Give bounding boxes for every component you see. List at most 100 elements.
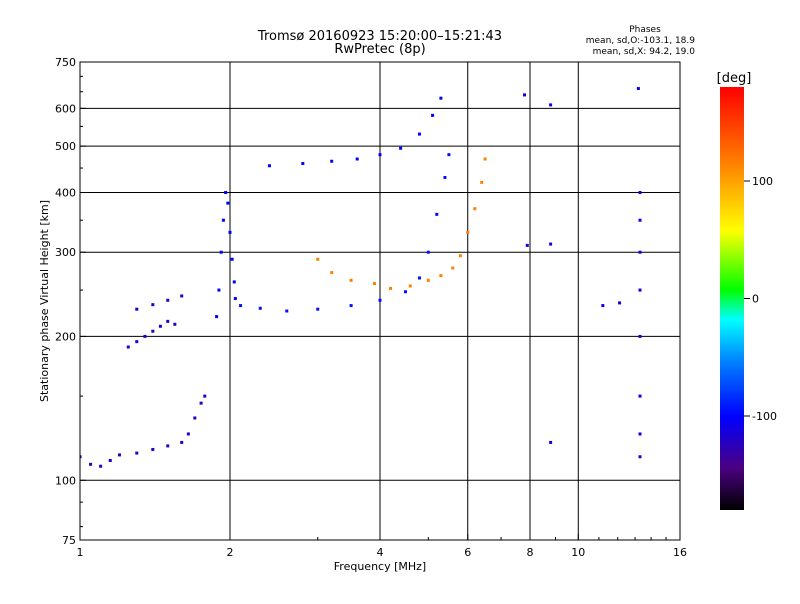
x-axis: 1 2 4 6 8 10 16 — [77, 534, 687, 559]
data-point — [199, 401, 203, 405]
data-point — [638, 432, 642, 436]
chart-title: Tromsø 20160923 15:20:00–15:21:43 — [257, 29, 502, 44]
y-tick-label: 500 — [55, 140, 76, 153]
data-point — [373, 282, 377, 286]
data-point — [135, 340, 139, 344]
data-point — [166, 298, 170, 302]
y-axis: 75 100 200 300 400 500 600 750 — [55, 56, 86, 547]
data-point — [89, 462, 93, 466]
stats-o-line: mean, sd,O:-103.1, 18.9 — [586, 36, 696, 46]
data-point — [638, 455, 642, 459]
data-point — [193, 416, 197, 420]
data-point — [301, 161, 305, 165]
data-point — [417, 132, 421, 136]
data-point — [349, 278, 353, 282]
data-point — [117, 453, 121, 457]
data-point — [158, 324, 162, 328]
y-tick-label: 200 — [55, 330, 76, 343]
data-point — [80, 455, 82, 459]
series-group — [126, 319, 177, 349]
data-point — [403, 290, 407, 294]
data-point — [316, 307, 320, 311]
data-point — [378, 298, 382, 302]
data-point — [166, 444, 170, 448]
data-point — [180, 294, 184, 298]
data-point — [439, 274, 443, 278]
data-point — [186, 432, 190, 436]
data-point — [431, 113, 435, 117]
y-tick-label: 400 — [55, 186, 76, 199]
data-point — [239, 304, 243, 308]
y-axis-label: Stationary phase Virtual Height [km] — [38, 200, 51, 402]
colorbar-tick-label: -100 — [752, 410, 777, 423]
data-point — [285, 309, 289, 313]
data-point — [389, 286, 393, 290]
data-point — [226, 201, 230, 205]
y-tick-label: 100 — [55, 474, 76, 487]
data-point — [316, 257, 320, 261]
data-point — [330, 159, 334, 163]
data-point — [180, 440, 184, 444]
data-point — [549, 103, 553, 107]
data-point — [466, 230, 470, 234]
data-point — [447, 153, 451, 157]
data-point — [443, 175, 447, 179]
data-point — [483, 157, 487, 161]
data-point — [473, 207, 477, 211]
data-point — [618, 301, 622, 305]
series-group — [239, 153, 451, 313]
y-tick-label: 300 — [55, 246, 76, 259]
data-point — [108, 458, 112, 462]
data-point — [228, 230, 232, 234]
data-point — [480, 180, 484, 184]
x-tick-label: 8 — [527, 546, 534, 559]
x-tick-label: 10 — [571, 546, 585, 559]
y-tick-label: 75 — [62, 534, 76, 547]
x-tick-label: 4 — [377, 546, 384, 559]
data-point — [638, 190, 642, 194]
data-point — [151, 447, 155, 451]
data-point — [135, 307, 139, 311]
data-point — [378, 153, 382, 157]
data-point — [215, 315, 219, 319]
data-point — [99, 464, 103, 468]
data-point — [426, 250, 430, 254]
data-point — [523, 93, 527, 97]
data-point — [638, 218, 642, 222]
colorbar — [720, 87, 744, 510]
data-point — [417, 276, 421, 280]
data-point — [525, 243, 529, 247]
data-point — [355, 157, 359, 161]
data-point — [151, 329, 155, 333]
data-point — [166, 319, 170, 323]
series-group — [80, 394, 207, 468]
data-point — [224, 190, 228, 194]
data-point — [203, 394, 207, 398]
chart-subtitle: RwPretec (8p) — [334, 42, 425, 57]
data-point — [267, 164, 271, 168]
x-axis-label: Frequency [MHz] — [334, 560, 426, 573]
x-tick-label: 1 — [77, 546, 84, 559]
data-point — [330, 271, 334, 275]
data-point — [126, 345, 130, 349]
data-point — [399, 146, 403, 150]
colorbar-tick-label: 100 — [752, 175, 773, 188]
data-point — [638, 334, 642, 338]
data-point — [221, 218, 225, 222]
data-point — [426, 278, 430, 282]
data-point — [173, 322, 177, 326]
data-point — [636, 87, 640, 91]
data-point — [258, 306, 262, 310]
data-point — [439, 96, 443, 100]
colorbar-label: [deg] — [717, 71, 752, 86]
data-point — [217, 288, 221, 292]
data-point — [549, 440, 553, 444]
data-point — [458, 254, 462, 258]
stats-heading: Phases — [629, 25, 661, 35]
series-group — [135, 294, 184, 311]
data-point — [135, 451, 139, 455]
data-point — [349, 304, 353, 308]
data-point — [638, 250, 642, 254]
y-tick-label: 750 — [55, 56, 76, 69]
